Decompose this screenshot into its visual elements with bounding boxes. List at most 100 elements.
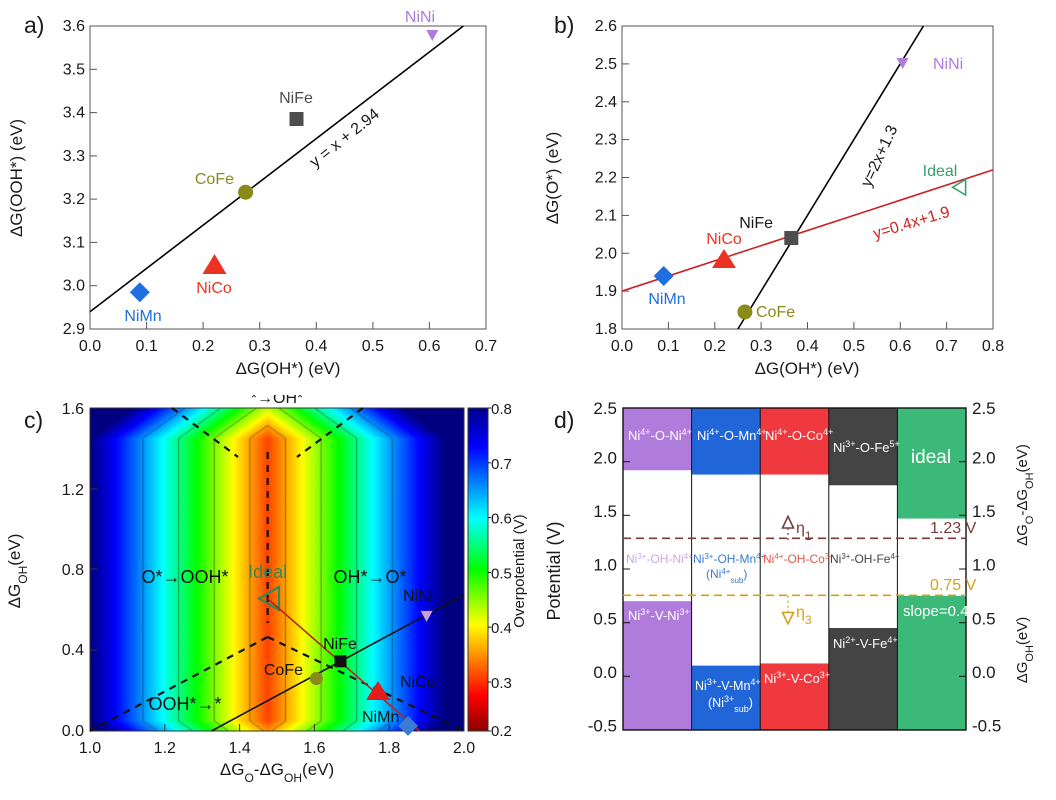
svg-text:1.5: 1.5 [972, 502, 996, 521]
svg-text:0.5: 0.5 [843, 338, 865, 355]
svg-text:3.0: 3.0 [63, 278, 85, 295]
svg-text:3.2: 3.2 [63, 191, 85, 208]
svg-text:2.5: 2.5 [972, 399, 996, 418]
svg-text:0.7: 0.7 [491, 456, 512, 473]
svg-text:(Ni4+sub): (Ni4+sub) [706, 567, 747, 585]
svg-text:ΔGO-ΔGOH(eV): ΔGO-ΔGOH(eV) [220, 760, 334, 785]
svg-text:CoFe: CoFe [756, 304, 795, 321]
svg-text:NiNi: NiNi [403, 588, 433, 605]
svg-text:a): a) [24, 12, 44, 38]
svg-text:0.5: 0.5 [491, 565, 512, 582]
svg-text:0.7: 0.7 [935, 338, 957, 355]
svg-text:1.0: 1.0 [79, 740, 101, 757]
svg-text:Potential (V): Potential (V) [544, 521, 564, 620]
svg-text:0.1: 0.1 [135, 338, 157, 355]
svg-text:0.1: 0.1 [657, 338, 679, 355]
svg-text:η1: η1 [796, 520, 812, 543]
svg-text:0.4: 0.4 [491, 620, 512, 637]
svg-text:2.4: 2.4 [595, 94, 617, 111]
svg-text:NiNi: NiNi [405, 9, 435, 26]
svg-text:2.9: 2.9 [63, 321, 85, 338]
svg-text:3.3: 3.3 [63, 148, 85, 165]
svg-text:1.8: 1.8 [378, 740, 400, 757]
svg-text:0.4: 0.4 [305, 338, 327, 355]
svg-text:0.0: 0.0 [611, 338, 633, 355]
svg-text:0.5: 0.5 [362, 338, 384, 355]
svg-text:OH*→O*: OH*→O* [333, 567, 406, 587]
svg-text:2.5: 2.5 [593, 399, 617, 418]
svg-text:2.0: 2.0 [593, 448, 617, 467]
svg-text:NiCo: NiCo [400, 674, 436, 691]
svg-text:1.6: 1.6 [303, 740, 325, 757]
svg-text:ΔG(OH*) (eV): ΔG(OH*) (eV) [236, 359, 341, 378]
svg-text:NiMn: NiMn [648, 291, 685, 308]
svg-text:2.0: 2.0 [595, 245, 617, 262]
svg-text:Overpotential (V): Overpotential (V) [511, 514, 528, 627]
svg-text:0.8: 0.8 [491, 401, 512, 418]
svg-text:3.4: 3.4 [63, 105, 85, 122]
svg-text:0.6: 0.6 [889, 338, 911, 355]
svg-text:*→OH*: *→OH* [251, 395, 303, 407]
svg-text:b): b) [554, 12, 574, 38]
svg-text:1.2: 1.2 [62, 482, 84, 499]
svg-text:0.5: 0.5 [972, 609, 996, 628]
svg-text:Ni3+-OH-Mn4+: Ni3+-OH-Mn4+ [693, 552, 766, 567]
svg-text:2.1: 2.1 [595, 207, 617, 224]
svg-text:1.6: 1.6 [62, 401, 84, 418]
svg-text:CoFe: CoFe [195, 171, 234, 188]
svg-text:3.1: 3.1 [63, 234, 85, 251]
svg-text:1.8: 1.8 [595, 321, 617, 338]
svg-text:1.0: 1.0 [593, 556, 617, 575]
svg-text:NiCo: NiCo [196, 280, 232, 297]
svg-text:ΔG(OH*) (eV): ΔG(OH*) (eV) [755, 359, 860, 378]
svg-text:ΔG(OOH*) (eV): ΔG(OOH*) (eV) [7, 119, 26, 237]
svg-text:O*→OOH*: O*→OOH* [141, 567, 228, 587]
svg-text:-0.5: -0.5 [972, 717, 1001, 736]
svg-text:y=0.4x+1.9: y=0.4x+1.9 [871, 204, 952, 243]
svg-text:0.75 V: 0.75 V [930, 577, 977, 594]
svg-text:0.8: 0.8 [982, 338, 1004, 355]
svg-text:2.0: 2.0 [453, 740, 475, 757]
svg-text:0.6: 0.6 [418, 338, 440, 355]
svg-text:ΔGOH(eV): ΔGOH(eV) [5, 534, 30, 609]
svg-text:0.8: 0.8 [62, 562, 84, 579]
svg-text:0.6: 0.6 [491, 511, 512, 528]
svg-text:ΔG(O*) (eV): ΔG(O*) (eV) [543, 132, 562, 225]
svg-text:2.0: 2.0 [972, 448, 996, 467]
svg-text:NiFe: NiFe [323, 636, 357, 653]
svg-text:NiFe: NiFe [739, 215, 773, 232]
svg-text:0.2: 0.2 [704, 338, 726, 355]
svg-text:1.0: 1.0 [972, 556, 996, 575]
svg-text:NiFe: NiFe [279, 90, 313, 107]
svg-text:2.2: 2.2 [595, 170, 617, 187]
svg-text:NiMn: NiMn [124, 308, 161, 325]
svg-text:0.3: 0.3 [249, 338, 271, 355]
svg-text:2.3: 2.3 [595, 132, 617, 149]
svg-text:0.4: 0.4 [796, 338, 818, 355]
svg-text:-0.5: -0.5 [588, 717, 617, 736]
svg-text:3.5: 3.5 [63, 61, 85, 78]
svg-text:1.5: 1.5 [593, 502, 617, 521]
svg-text:1.9: 1.9 [595, 283, 617, 300]
svg-text:Ni3+-OH-Ni4+: Ni3+-OH-Ni4+ [626, 552, 693, 567]
svg-text:slope=0.4: slope=0.4 [903, 603, 968, 620]
svg-text:0.2: 0.2 [491, 723, 512, 740]
svg-text:NiMn: NiMn [362, 709, 399, 726]
svg-text:0.0: 0.0 [972, 663, 996, 682]
svg-text:0.2: 0.2 [192, 338, 214, 355]
svg-text:ΔGOH(eV): ΔGOH(eV) [1014, 617, 1036, 684]
svg-text:Ni3+-OH-Fe4+: Ni3+-OH-Fe4+ [830, 552, 900, 567]
svg-text:1.2: 1.2 [154, 740, 176, 757]
svg-text:OOH*→*: OOH*→* [148, 694, 221, 714]
svg-text:0.4: 0.4 [62, 642, 84, 659]
svg-text:ΔGO-ΔGOH(eV): ΔGO-ΔGOH(eV) [1014, 444, 1036, 546]
svg-text:y = x + 2.94: y = x + 2.94 [307, 106, 383, 172]
svg-text:3.6: 3.6 [63, 18, 85, 35]
svg-text:0.3: 0.3 [750, 338, 772, 355]
svg-text:2.6: 2.6 [595, 18, 617, 35]
svg-text:0.3: 0.3 [491, 675, 512, 692]
svg-text:Ideal: Ideal [923, 163, 958, 180]
svg-text:0.7: 0.7 [475, 338, 497, 355]
svg-text:Ideal: Ideal [248, 562, 287, 582]
svg-text:y=2x+1.3: y=2x+1.3 [858, 123, 901, 190]
